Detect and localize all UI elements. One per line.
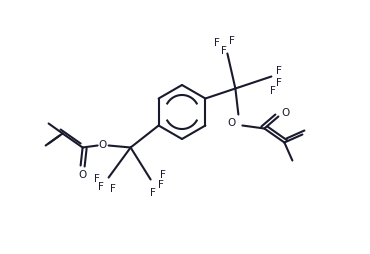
Text: F: F bbox=[150, 187, 155, 198]
Text: F: F bbox=[110, 184, 115, 195]
Text: F: F bbox=[276, 77, 282, 87]
Text: O: O bbox=[98, 139, 107, 150]
Text: F: F bbox=[229, 37, 235, 46]
Text: O: O bbox=[281, 108, 289, 119]
Text: F: F bbox=[270, 86, 276, 96]
Text: F: F bbox=[94, 173, 100, 183]
Text: F: F bbox=[160, 169, 165, 180]
Text: F: F bbox=[158, 180, 164, 189]
Text: O: O bbox=[78, 169, 87, 180]
Text: O: O bbox=[227, 118, 236, 128]
Text: F: F bbox=[98, 182, 104, 192]
Text: F: F bbox=[222, 46, 227, 56]
Text: F: F bbox=[215, 39, 220, 49]
Text: F: F bbox=[276, 66, 282, 75]
